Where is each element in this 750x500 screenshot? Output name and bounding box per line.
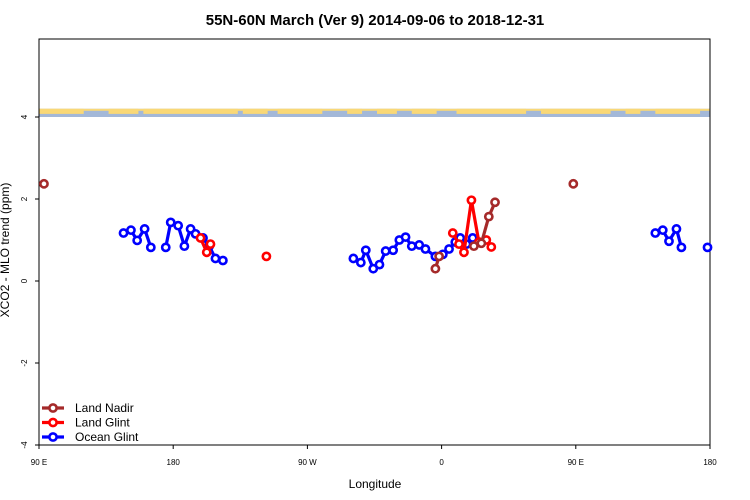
data-point-ocean-glint — [400, 232, 411, 243]
data-point-ocean-glint — [160, 242, 171, 253]
y-tick-label: 4 — [20, 114, 29, 119]
data-point-ocean-glint — [179, 241, 190, 252]
data-point-land-glint — [195, 233, 206, 243]
data-point-ocean-glint — [173, 220, 184, 231]
x-axis-label: Longitude — [349, 477, 402, 491]
data-point-ocean-glint — [139, 224, 150, 234]
data-point-land-glint — [261, 251, 272, 262]
series-ocean-glint — [118, 217, 713, 274]
map-strip — [39, 108, 710, 117]
data-point-ocean-glint — [650, 228, 661, 238]
data-point-land-nadir — [434, 251, 445, 262]
map-strip-land — [655, 108, 701, 114]
x-axis: 90 E 180 90 W 0 90 E 180 — [31, 445, 717, 467]
data-point-land-glint — [205, 239, 216, 249]
y-axis-label: XCO2 - MLO trend (ppm) — [0, 183, 12, 318]
data-point-ocean-glint — [126, 225, 136, 236]
map-strip-land — [376, 108, 397, 114]
legend-marker-ocean-glint — [48, 432, 58, 442]
data-point-land-glint — [447, 228, 458, 238]
x-tick-label: 90 E — [31, 458, 47, 467]
data-point-ocean-glint — [406, 241, 417, 252]
y-tick-label: -4 — [20, 441, 29, 449]
data-point-land-nadir — [568, 178, 579, 189]
legend-label-ocean-glint: Ocean Glint — [75, 430, 139, 444]
x-tick-label: 90 W — [298, 458, 317, 467]
plot-frame — [38, 38, 711, 446]
y-tick-label: -2 — [20, 359, 29, 367]
data-point-ocean-glint — [145, 242, 156, 253]
map-strip-land — [625, 108, 641, 114]
data-point-land-glint — [466, 195, 477, 206]
data-point-ocean-glint — [360, 245, 371, 256]
data-point-ocean-glint — [380, 246, 391, 256]
data-point-ocean-glint — [374, 259, 385, 270]
data-point-ocean-glint — [657, 225, 668, 236]
data-point-ocean-glint — [210, 253, 221, 264]
data-point-ocean-glint — [420, 244, 431, 254]
legend-label-land-nadir: Land Nadir — [75, 401, 134, 415]
chart-title: 55N-60N March (Ver 9) 2014-09-06 to 2018… — [206, 12, 545, 29]
map-strip-land — [541, 108, 611, 114]
legend-marker-land-nadir — [48, 403, 58, 413]
data-point-ocean-glint — [348, 253, 359, 264]
map-strip-land — [39, 108, 84, 114]
data-point-land-nadir — [483, 211, 494, 222]
data-point-ocean-glint — [702, 242, 713, 253]
map-strip-land — [456, 108, 527, 114]
legend-marker-land-glint — [48, 417, 58, 428]
y-tick-label: 2 — [20, 196, 29, 201]
data-point-land-glint — [459, 247, 469, 258]
data-point-ocean-glint — [118, 228, 129, 238]
legend-label-land-glint: Land Glint — [75, 416, 130, 430]
data-point-land-glint — [201, 247, 212, 258]
data-point-land-glint — [486, 242, 497, 252]
x-tick-label: 0 — [439, 458, 444, 467]
data-point-ocean-glint — [671, 224, 682, 234]
map-strip-land — [277, 108, 323, 114]
map-strip-ocean — [39, 108, 710, 117]
data-point-land-glint — [454, 239, 464, 249]
data-point-land-nadir — [490, 197, 500, 208]
data-point-land-nadir — [430, 263, 441, 274]
data-point-ocean-glint — [664, 236, 674, 247]
data-point-ocean-glint — [444, 244, 454, 254]
map-strip-land — [39, 108, 710, 111]
data-point-ocean-glint — [165, 217, 176, 228]
data-point-ocean-glint — [132, 235, 143, 246]
map-strip-land — [108, 108, 139, 114]
data-point-ocean-glint — [218, 255, 228, 266]
x-tick-label: 90 E — [568, 458, 584, 467]
x-tick-label: 180 — [703, 458, 717, 467]
data-point-ocean-glint — [355, 257, 366, 268]
x-tick-label: 180 — [167, 458, 181, 467]
map-strip-land — [411, 108, 437, 114]
y-axis: -4 -2 0 2 4 — [20, 114, 39, 449]
y-tick-label: 0 — [20, 278, 29, 283]
data-point-land-nadir — [476, 238, 487, 249]
map-strip-land — [143, 108, 238, 114]
data-point-land-nadir — [39, 178, 49, 189]
data-point-ocean-glint — [388, 245, 399, 256]
data-point-ocean-glint — [676, 242, 687, 253]
map-strip-land — [242, 108, 268, 114]
data-point-land-nadir — [469, 241, 479, 252]
map-strip-land — [347, 108, 363, 114]
series-land-nadir — [39, 178, 579, 274]
series-layer — [39, 178, 713, 274]
